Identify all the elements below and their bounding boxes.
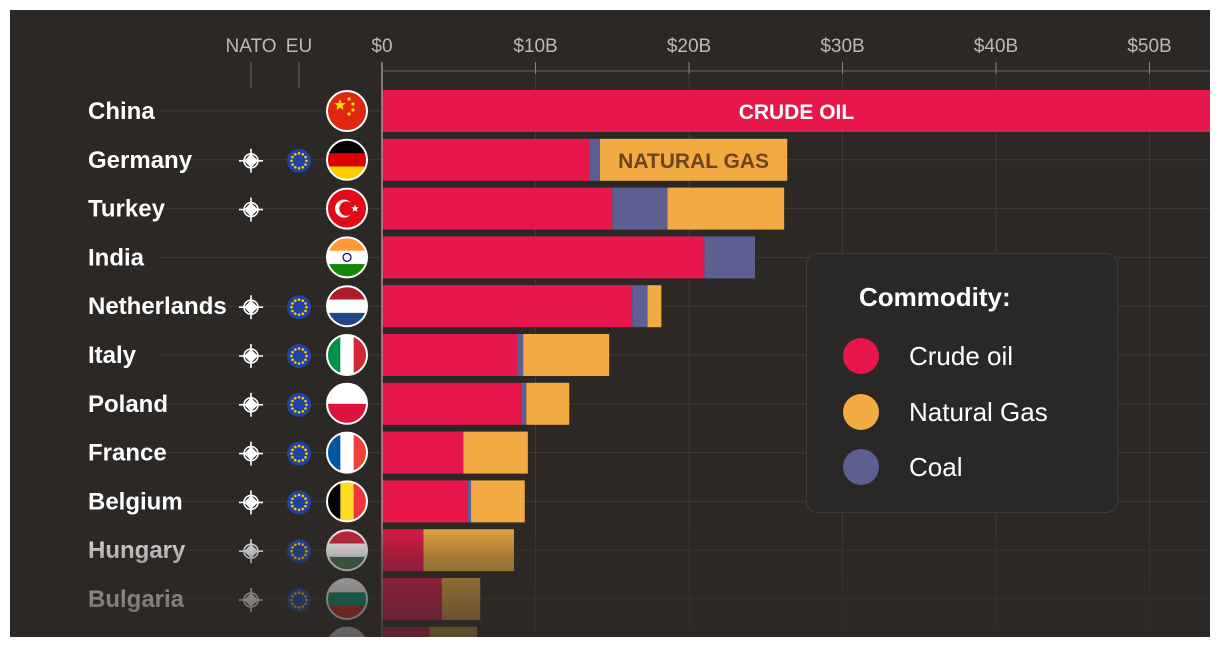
x-tick-label: $40B bbox=[974, 36, 1018, 57]
bar-segment-natural-gas bbox=[523, 334, 610, 376]
eu-icon bbox=[287, 441, 311, 466]
country-label: Poland bbox=[88, 391, 168, 418]
bar-segment-coal bbox=[517, 334, 524, 376]
bar-segment-crude-oil bbox=[382, 431, 464, 474]
nato-icon bbox=[239, 295, 263, 320]
legend-item-crude-oil: Crude oil bbox=[843, 336, 1013, 376]
nato-icon bbox=[239, 344, 263, 368]
nato-icon bbox=[239, 490, 263, 515]
country-label: Turkey bbox=[88, 196, 166, 223]
bar-segment-natural-gas bbox=[471, 480, 525, 523]
chart-frame: CRUDE OIL NATURAL GAS $0 $10B $20B $30B $40B $… bbox=[10, 10, 1210, 637]
flag-ring bbox=[326, 285, 368, 328]
bar-segment-coal bbox=[704, 236, 756, 279]
stacked-bar-chart: CRUDE OIL NATURAL GAS $0 $10B $20B $30B $40B $… bbox=[10, 36, 1210, 637]
eu-column-header: EU bbox=[286, 36, 312, 57]
legend-label-natural-gas: Natural Gas bbox=[909, 396, 1048, 427]
legend-swatch-coal bbox=[843, 449, 879, 485]
flag-ring bbox=[326, 138, 368, 181]
bar-segment-crude-oil bbox=[382, 382, 522, 425]
bar-segment-coal bbox=[521, 382, 527, 425]
netherlands-flag bbox=[327, 286, 367, 327]
bar-segment-crude-oil bbox=[382, 187, 613, 230]
flag-ring bbox=[326, 187, 368, 230]
legend-item-coal: Coal bbox=[843, 447, 962, 487]
x-tick-label: $10B bbox=[513, 36, 557, 57]
x-tick-label: $0 bbox=[371, 36, 392, 57]
country-label: Italy bbox=[88, 342, 137, 369]
bar-segment-crude-oil bbox=[382, 90, 1210, 132]
bar-segment-coal bbox=[589, 138, 600, 181]
bottom-fade-overlay bbox=[10, 520, 1210, 637]
eu-icon bbox=[287, 490, 311, 515]
country-label: Netherlands bbox=[88, 293, 227, 320]
china-flag bbox=[327, 91, 367, 131]
legend-swatch-natural-gas bbox=[843, 394, 879, 430]
bar-segment-crude-oil bbox=[382, 480, 468, 523]
poland-flag bbox=[327, 383, 367, 424]
turkey-flag bbox=[327, 188, 367, 229]
bar-segment-natural-gas bbox=[599, 138, 788, 181]
bar-segment-crude-oil bbox=[382, 138, 590, 181]
bar-segment-crude-oil bbox=[382, 236, 705, 279]
country-label: China bbox=[88, 98, 155, 125]
country-label: Belgium bbox=[88, 488, 183, 515]
eu-icon bbox=[287, 344, 311, 368]
country-label: Germany bbox=[88, 147, 193, 174]
bar-annotation: CRUDE OIL bbox=[739, 101, 855, 124]
flag-ring bbox=[326, 431, 368, 474]
nato-icon bbox=[239, 441, 263, 466]
legend-swatch-crude-oil bbox=[843, 338, 879, 374]
bar-segment-natural-gas bbox=[526, 382, 570, 425]
eu-icon bbox=[287, 148, 311, 173]
flag-ring bbox=[326, 90, 368, 132]
bar-segment-natural-gas bbox=[647, 285, 662, 328]
eu-icon bbox=[287, 392, 311, 417]
legend-label-crude-oil: Crude oil bbox=[909, 340, 1014, 371]
bar-segment-natural-gas bbox=[667, 187, 785, 230]
country-label: India bbox=[88, 244, 145, 271]
nato-icon bbox=[239, 392, 263, 417]
bar-segment-coal bbox=[632, 285, 648, 328]
flag-ring bbox=[326, 334, 368, 376]
flag-ring bbox=[326, 236, 368, 279]
x-tick-label: $50B bbox=[1127, 36, 1171, 57]
bar-segment-crude-oil bbox=[382, 285, 633, 328]
legend-item-natural-gas: Natural Gas bbox=[843, 392, 1048, 432]
nato-icon bbox=[239, 148, 263, 173]
bar-segment-crude-oil bbox=[382, 334, 518, 376]
legend: Commodity: Crude oil Natural Gas Coal bbox=[806, 253, 1118, 513]
bar-segment-coal bbox=[612, 187, 668, 230]
country-label: France bbox=[88, 440, 167, 467]
bar-segment-natural-gas bbox=[463, 431, 528, 474]
eu-icon bbox=[287, 295, 311, 320]
legend-title: Commodity: bbox=[859, 282, 1011, 312]
x-tick-label: $20B bbox=[667, 36, 711, 57]
bar-annotation: NATURAL GAS bbox=[618, 150, 769, 173]
x-tick-label: $30B bbox=[820, 36, 864, 57]
bar-segment-coal bbox=[467, 480, 472, 523]
nato-column-header: NATO bbox=[225, 36, 276, 57]
nato-icon bbox=[239, 197, 263, 222]
flag-ring bbox=[326, 382, 368, 425]
legend-label-coal: Coal bbox=[909, 451, 963, 482]
